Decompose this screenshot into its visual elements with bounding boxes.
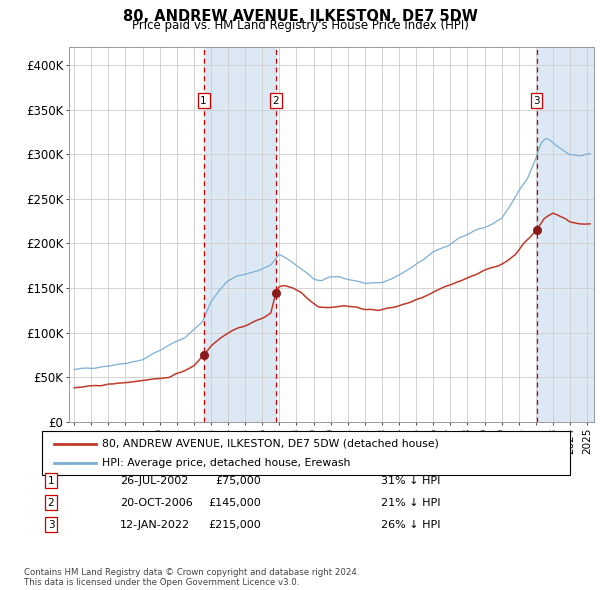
Text: 3: 3 (47, 520, 55, 529)
Text: Price paid vs. HM Land Registry's House Price Index (HPI): Price paid vs. HM Land Registry's House … (131, 19, 469, 32)
Text: HPI: Average price, detached house, Erewash: HPI: Average price, detached house, Erew… (102, 458, 350, 467)
Text: 1: 1 (47, 476, 55, 486)
Text: £145,000: £145,000 (208, 498, 261, 507)
Text: 12-JAN-2022: 12-JAN-2022 (120, 520, 190, 529)
Text: 26-JUL-2002: 26-JUL-2002 (120, 476, 188, 486)
Bar (536, 47, 594, 422)
Text: 3: 3 (533, 96, 540, 106)
Text: 80, ANDREW AVENUE, ILKESTON, DE7 5DW (detached house): 80, ANDREW AVENUE, ILKESTON, DE7 5DW (de… (102, 439, 439, 449)
Text: Contains HM Land Registry data © Crown copyright and database right 2024.
This d: Contains HM Land Registry data © Crown c… (24, 568, 359, 587)
Text: 2: 2 (272, 96, 279, 106)
Text: 31% ↓ HPI: 31% ↓ HPI (381, 476, 440, 486)
Text: 21% ↓ HPI: 21% ↓ HPI (381, 498, 440, 507)
Text: 2: 2 (47, 498, 55, 507)
Text: 20-OCT-2006: 20-OCT-2006 (120, 498, 193, 507)
Text: £75,000: £75,000 (215, 476, 261, 486)
Text: 1: 1 (200, 96, 207, 106)
Text: £215,000: £215,000 (208, 520, 261, 529)
Text: 80, ANDREW AVENUE, ILKESTON, DE7 5DW: 80, ANDREW AVENUE, ILKESTON, DE7 5DW (122, 9, 478, 24)
Text: 26% ↓ HPI: 26% ↓ HPI (381, 520, 440, 529)
Bar (203, 47, 276, 422)
